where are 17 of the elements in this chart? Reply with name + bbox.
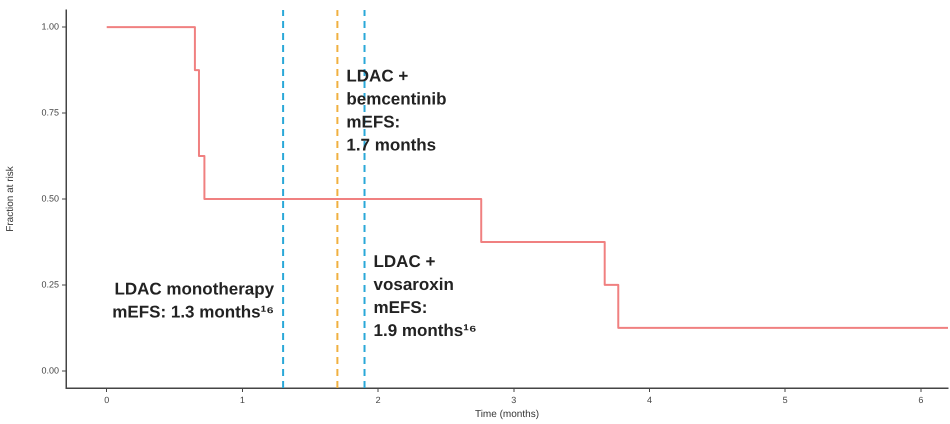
x-tick-label: 0 <box>104 394 110 405</box>
y-tick-label: 0.25 <box>41 279 59 290</box>
x-tick-label: 3 <box>511 394 516 405</box>
y-tick-label: 0.75 <box>41 108 59 118</box>
y-tick-label: 0.50 <box>41 193 59 204</box>
x-tick-label: 5 <box>782 394 788 405</box>
annotation: LDAC monotherapy mEFS: 1.3 months¹⁶ <box>112 280 275 322</box>
y-axis-title: Fraction at risk <box>4 165 16 232</box>
x-tick-label: 1 <box>240 394 245 405</box>
annotation: LDAC + vosaroxin mEFS: 1.9 months¹⁶ <box>374 252 477 340</box>
x-tick-label: 6 <box>918 394 924 405</box>
x-tick-label: 4 <box>646 394 652 405</box>
y-tick-label: 1.00 <box>41 22 59 32</box>
x-tick-label: 2 <box>376 394 381 405</box>
annotation: LDAC + bemcentinib mEFS: 1.7 months <box>346 66 447 155</box>
y-tick-label: 0.00 <box>41 365 59 376</box>
x-axis-title: Time (months) <box>474 408 540 420</box>
